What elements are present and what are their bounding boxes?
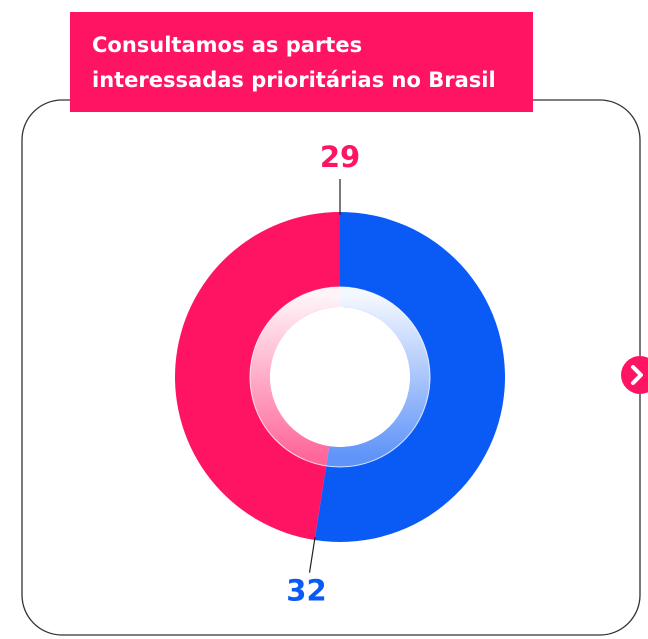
- donut: 32 29: [175, 140, 506, 607]
- chart-title: Consultamos as partes: [92, 33, 362, 57]
- title-box: [70, 12, 533, 112]
- next-arrow[interactable]: [631, 365, 643, 385]
- chart-title: interessadas prioritárias no Brasil: [92, 68, 496, 92]
- leader-line: [308, 536, 316, 573]
- value-label: 29: [320, 140, 360, 174]
- donut-hole: [270, 307, 410, 447]
- inner-ring-edge: [249, 286, 431, 468]
- inner-ring: [250, 287, 430, 467]
- value-label: 32: [286, 573, 326, 607]
- next-button-circle[interactable]: [621, 356, 648, 394]
- next-button[interactable]: [621, 356, 648, 394]
